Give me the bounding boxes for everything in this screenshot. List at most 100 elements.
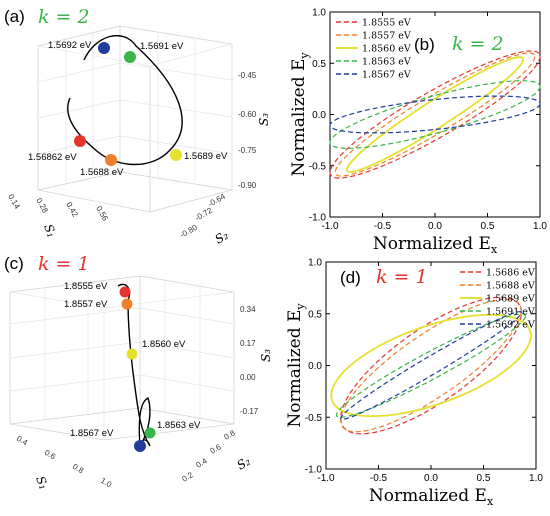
panel-a-label-red: 1.56862 eV: [28, 152, 77, 163]
panel-d-xtick-label: -1.0: [317, 473, 335, 484]
panel-b-legend-label: 1.8563 eV: [362, 57, 411, 68]
panel-a-k-label: k = 2: [38, 6, 90, 28]
panel-d-ylabel-sub: y: [294, 303, 307, 311]
panel-d-legend-label: 1.5691 eV: [486, 307, 535, 318]
panel-c-s1-tick-3: 1.0: [99, 476, 114, 490]
panel-c-label-yellow: 1.8560 eV: [142, 339, 186, 350]
panel-b-xtick-label: 0.5: [481, 221, 495, 232]
panel-c-s2-tick-1: 0.6: [209, 442, 224, 456]
panel-a-point-orange: [105, 154, 117, 166]
panel-b-xtick-label: 1.0: [533, 221, 547, 232]
panel-a-s3-tick-0: -0.45: [238, 71, 257, 80]
panel-c-s3-tick-1: 0.17: [240, 339, 256, 348]
panel-b-ytick-label: 0.5: [312, 59, 326, 70]
panel-d-ylabel: Normalized Ey: [285, 303, 307, 428]
panel-d-ytick-label: 0.0: [308, 361, 322, 372]
panel-d-ytick-label: -1.0: [305, 465, 323, 476]
panel-a-s1-tick-3: 0.56: [94, 205, 110, 223]
panel-d-legend-label: 1.5689 eV: [486, 294, 535, 305]
panel-b-letter: (b): [414, 35, 435, 54]
panel-b-series-red: [329, 50, 541, 179]
panel-b-ytick-label: -0.5: [309, 161, 327, 172]
panel-a-point-red: [74, 135, 86, 147]
panel-a-point-blue: [98, 42, 110, 54]
panel-a-points: [74, 42, 182, 166]
panel-c-label-red: 1.8555 eV: [64, 281, 108, 292]
panel-c-point-yellow: [126, 348, 138, 360]
panel-d-ytick-label: 1.0: [308, 258, 322, 269]
panel-c-label-green: 1.8563 eV: [157, 420, 201, 431]
panel-b-ylabel: Normalized Ey: [289, 52, 311, 177]
panel-d-ytick-label: 0.5: [308, 309, 322, 320]
panel-d-series-yellow: [330, 313, 532, 418]
panel-c-point-red: [119, 286, 131, 298]
panel-d-legend-label: 1.5692 eV: [486, 320, 535, 331]
panel-a: (a) k = 2: [4, 6, 271, 247]
panel-a-label-blue: 1.5692 eV: [48, 40, 92, 51]
panel-c-3d-box: [9, 275, 235, 441]
panel-b-xtick-label: 0.0: [428, 221, 442, 232]
panel-c-point-blue: [134, 440, 146, 452]
panel-b-series-orange: [334, 52, 536, 177]
panel-d-series-green: [335, 313, 527, 418]
panel-c-s1-label: S₁: [33, 474, 51, 491]
panel-b-legend-label: 1.8557 eV: [362, 31, 411, 42]
panel-a-s1-label: S₁: [41, 222, 59, 239]
panel-c-s2-label: S₂: [235, 454, 253, 473]
panel-c-s3-tick-3: -0.17: [240, 407, 259, 416]
panel-c-point-orange: [121, 298, 133, 310]
panel-b-k-label: k = 2: [452, 33, 504, 55]
panel-a-s3-label: S₃: [257, 113, 271, 126]
panel-c-s1-tick-0: 0.4: [15, 434, 30, 448]
panel-b-chart: -1.0 -0.5 0.0 0.5 1.0 1.0 0.5 0.0 -0.5 -1.0 Normal…: [289, 8, 547, 257]
panel-d-chart: -1.0 -0.5 0.0 0.5 1.0 1.0 0.5 0.0 -0.5 -1.0 Normal…: [285, 258, 543, 509]
panel-c-s3-tick-0: 0.34: [240, 305, 256, 314]
panel-d-ytick-label: -0.5: [305, 413, 323, 424]
panel-d-xlabel-sub: x: [487, 495, 494, 508]
panel-c: (c) k = 1: [4, 253, 273, 491]
panel-d-xtick-label: -0.5: [370, 473, 388, 484]
panel-c-s2-tick-3: 0.2: [181, 470, 196, 484]
panel-b-legend-label: 1.8560 eV: [362, 44, 411, 55]
panel-a-s2-tick-0: -0.64: [207, 192, 228, 209]
panel-a-s2-label: S₂: [213, 228, 231, 247]
panel-a-s1-tick-0: 0.14: [6, 193, 22, 211]
panel-b-xtick-label: -1.0: [321, 221, 339, 232]
panel-c-s3-label: S₃: [259, 349, 273, 362]
panel-a-s3-tick-2: -0.75: [238, 146, 257, 155]
panel-b-series-blue: [329, 95, 541, 134]
panel-c-s2-tick-2: 0.4: [195, 456, 210, 470]
panel-c-s1-tick-2: 0.8: [71, 462, 86, 476]
panel-a-s3-tick-1: -0.60: [238, 110, 257, 119]
panel-a-s1-tick-2: 0.42: [64, 201, 80, 219]
panel-b-series-green: [329, 80, 541, 149]
panel-d-letter: (d): [340, 268, 361, 287]
panel-b-ylabel-sub: y: [298, 52, 311, 60]
panel-b-xlabel: Normalized Ex: [373, 234, 498, 256]
panel-d-legend-label: 1.5688 eV: [486, 281, 535, 292]
panel-b-series-yellow: [345, 56, 525, 173]
panel-a-label-orange: 1.5688 eV: [80, 167, 124, 178]
panel-b-ytick-label: 0.0: [312, 110, 326, 121]
panel-a-point-yellow: [170, 149, 182, 161]
panel-c-s1-tick-1: 0.6: [43, 448, 58, 462]
panel-d-xtick-label: 0.0: [424, 473, 438, 484]
panel-c-point-green: [144, 427, 156, 439]
panel-c-k-label: k = 1: [38, 253, 90, 275]
panel-a-label-yellow: 1.5689 eV: [184, 151, 228, 162]
panel-b-xlabel-sub: x: [491, 243, 498, 256]
panel-a-label-green: 1.5691 eV: [140, 41, 184, 52]
panel-c-points: [119, 286, 156, 452]
panel-b-xtick-label: -0.5: [374, 221, 392, 232]
panel-c-s2-tick-0: 0.8: [223, 428, 238, 442]
panel-b-ytick-label: 1.0: [312, 8, 326, 19]
panel-d-legend-label: 1.5686 eV: [486, 268, 535, 279]
panel-d-xlabel: Normalized Ex: [369, 486, 494, 508]
panel-d-xtick-label: 1.0: [529, 473, 543, 484]
panel-a-letter: (a): [4, 7, 25, 26]
panel-d-series-blue: [340, 311, 522, 420]
panel-c-letter: (c): [4, 254, 24, 273]
panel-c-s3-tick-2: 0.00: [240, 373, 256, 382]
panel-d-series-red: [340, 296, 522, 435]
